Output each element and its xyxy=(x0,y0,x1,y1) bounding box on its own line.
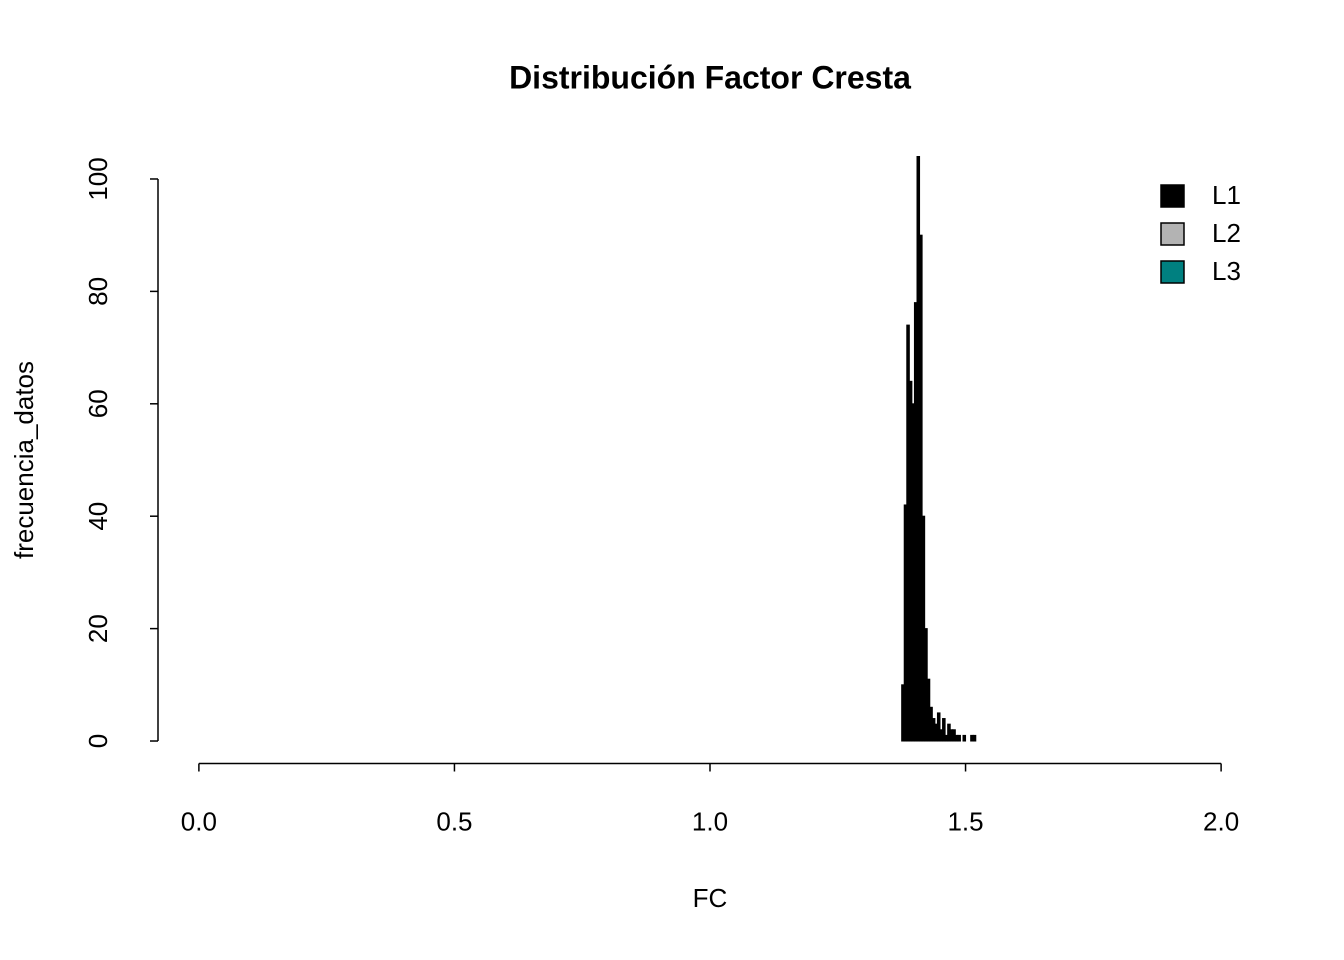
bar xyxy=(957,734,961,742)
legend-label: L3 xyxy=(1212,256,1241,286)
y-tick-label: 20 xyxy=(83,614,113,643)
legend-label: L2 xyxy=(1212,218,1241,248)
chart-title: Distribución Factor Cresta xyxy=(509,59,911,95)
y-tick-label: 80 xyxy=(83,277,113,306)
x-tick-label: 2.0 xyxy=(1203,806,1239,836)
x-tick-label: 0.0 xyxy=(181,806,217,836)
x-tick-label: 0.5 xyxy=(436,806,472,836)
legend-swatch xyxy=(1160,260,1185,284)
y-axis-label: frecuencia_datos xyxy=(9,361,39,559)
legend-swatch xyxy=(1160,222,1185,246)
bar xyxy=(972,734,977,742)
x-axis-label: FC xyxy=(693,883,728,913)
y-tick-label: 40 xyxy=(83,502,113,531)
bar xyxy=(919,234,923,742)
y-tick-label: 100 xyxy=(83,157,113,200)
x-tick-label: 1.0 xyxy=(692,806,728,836)
y-tick-label: 0 xyxy=(83,734,113,748)
bar xyxy=(942,718,946,742)
legend-swatch xyxy=(1160,184,1185,208)
y-tick-label: 60 xyxy=(83,389,113,418)
bar xyxy=(936,712,941,742)
legend-label: L1 xyxy=(1212,180,1241,210)
bar xyxy=(962,734,967,742)
x-tick-label: 1.5 xyxy=(947,806,983,836)
